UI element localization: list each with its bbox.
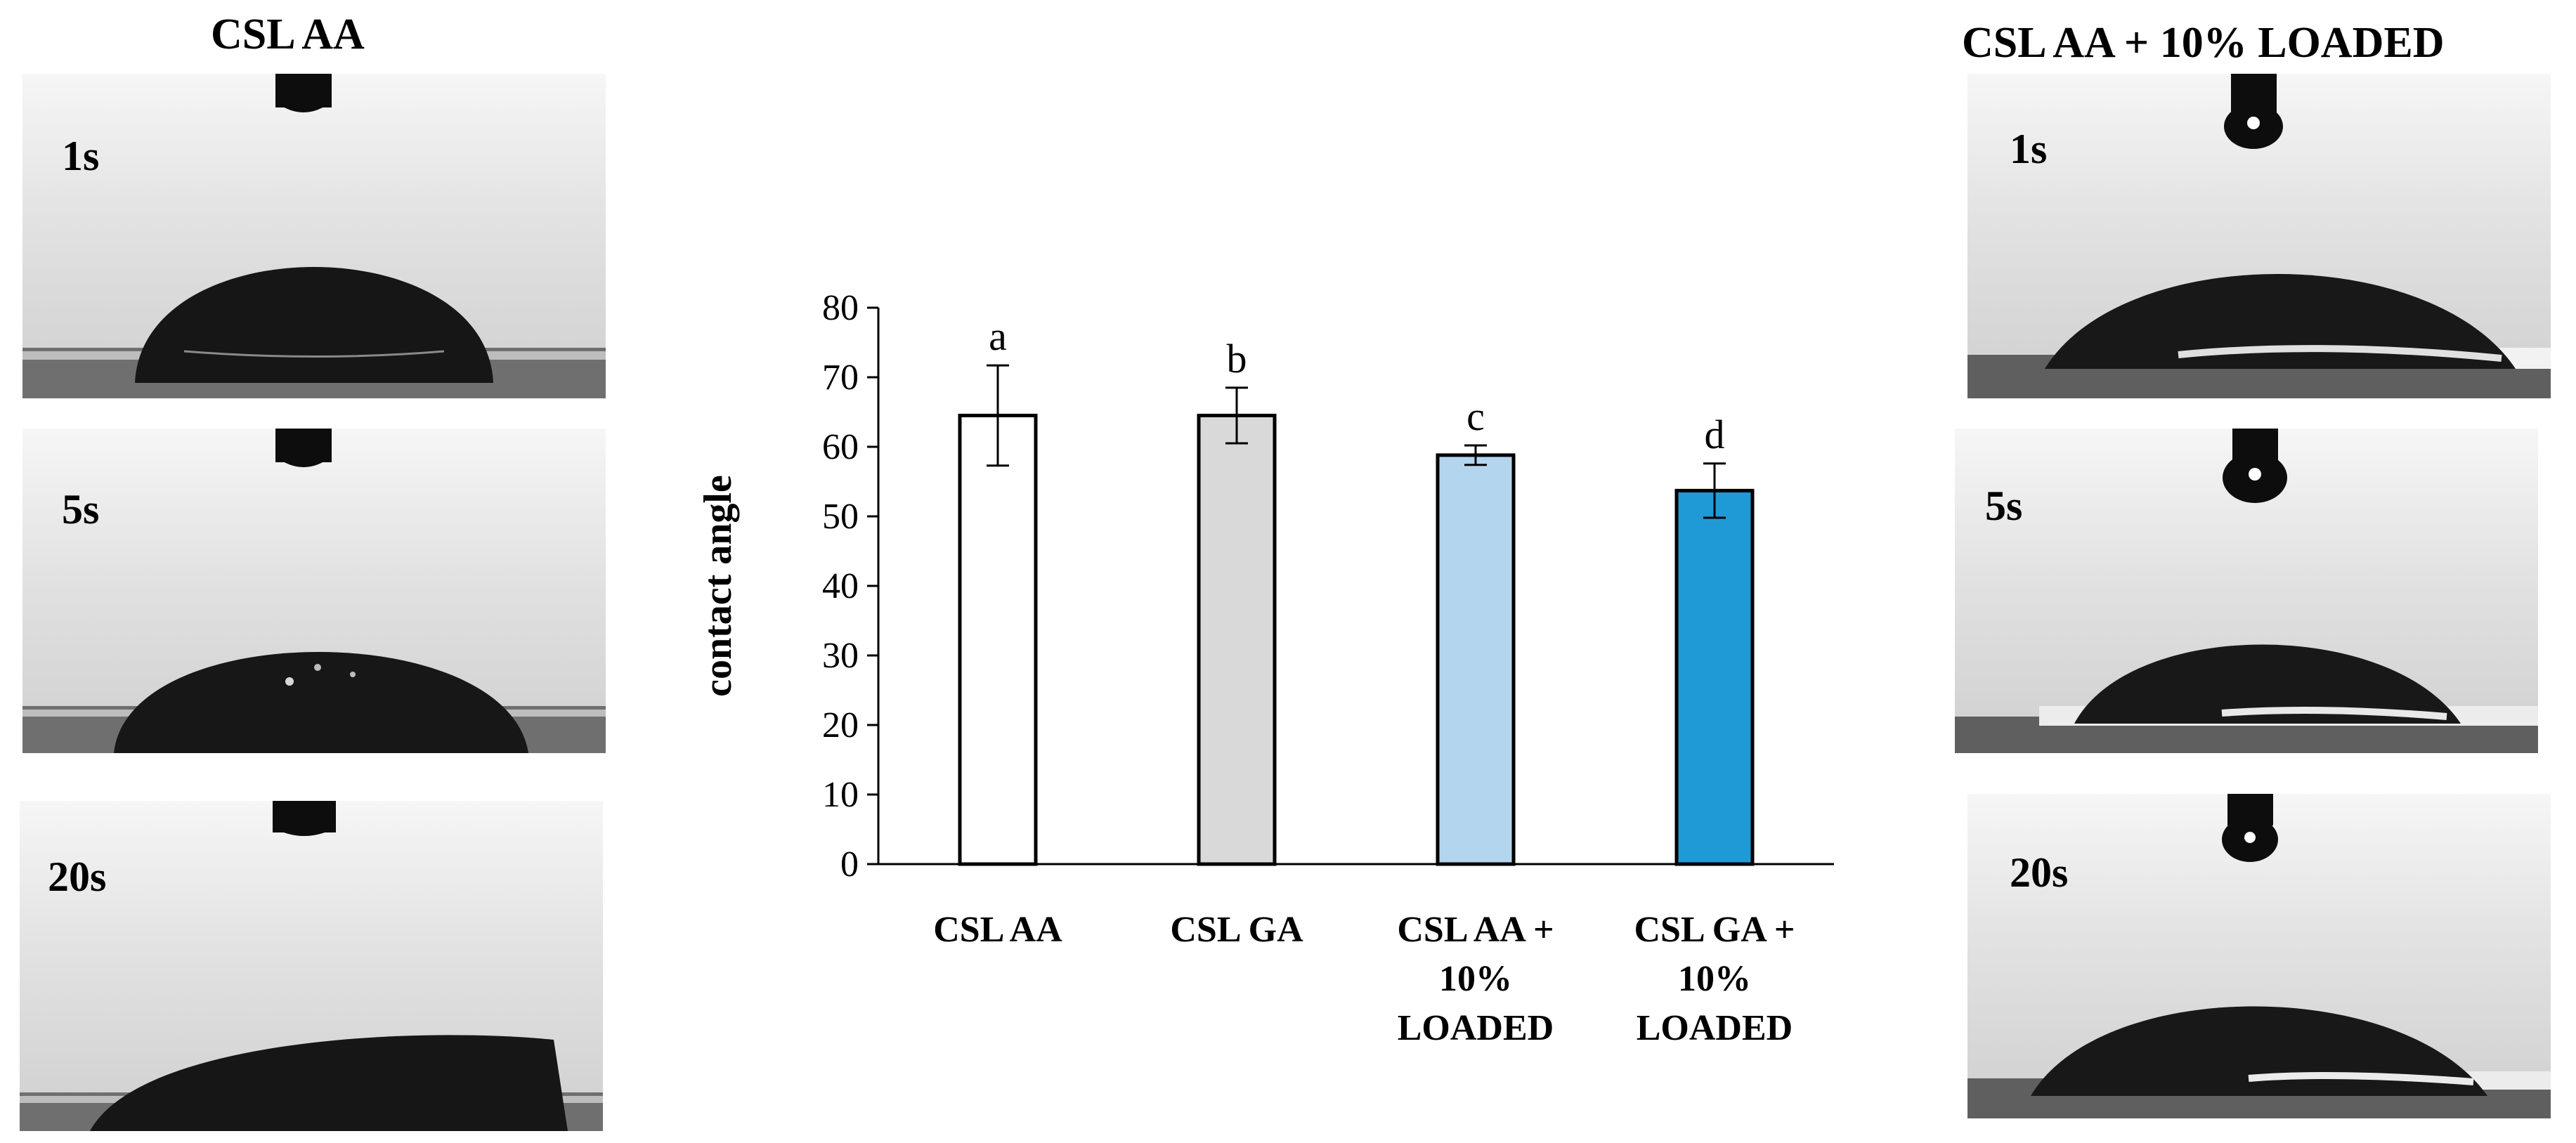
y-tick-label-50: 50 [822, 497, 859, 537]
right-droplet-photo-5s [1955, 429, 2538, 753]
significance-letter-3: c [1466, 393, 1485, 439]
significance-letter-4: d [1705, 412, 1725, 457]
contact-angle-bar-chart: 0 10 20 30 40 50 60 70 80 contact angle a CSL AA b CS… [696, 288, 1834, 1048]
y-tick-label-40: 40 [822, 566, 859, 606]
bar-1 [958, 413, 1038, 866]
right-droplet-photo-20s [1967, 794, 2551, 1118]
x-category-label-3-line-1: CSL AA + [1397, 910, 1554, 950]
x-category-label-4-line-3: LOADED [1637, 1008, 1793, 1048]
left-time-label-5s: 5s [62, 486, 100, 533]
y-tick-label-10: 10 [822, 775, 859, 815]
y-tick-label-20: 20 [822, 705, 859, 745]
left-time-label-20s: 20s [48, 854, 107, 900]
right-time-label-1s: 1s [2010, 126, 2048, 172]
significance-letter-2: b [1227, 336, 1247, 381]
left-droplet-photo-5s [22, 429, 606, 753]
right-droplet-photo-1s [1967, 74, 2551, 398]
right-time-label-5s: 5s [1985, 483, 2023, 529]
bar-2 [1197, 413, 1277, 866]
x-category-label-3-line-2: 10% [1439, 959, 1512, 999]
left-droplet-photo-1s [22, 74, 606, 398]
y-tick-label-30: 30 [822, 636, 859, 676]
bar-4 [1674, 488, 1755, 866]
significance-letter-1: a [989, 313, 1007, 359]
x-category-label-1-line-1: CSL AA [933, 910, 1062, 950]
x-category-label-4-line-1: CSL GA + [1634, 910, 1795, 950]
right-time-label-20s: 20s [2010, 849, 2069, 896]
x-category-label-2-line-1: CSL GA [1170, 910, 1303, 950]
x-category-label-3-line-3: LOADED [1398, 1008, 1554, 1048]
y-tick-label-70: 70 [822, 358, 859, 398]
right-panel-title: CSL AA + 10% LOADED [1962, 19, 2445, 67]
y-tick-label-80: 80 [822, 288, 859, 328]
bar-3 [1436, 453, 1516, 866]
left-time-label-1s: 1s [62, 133, 100, 179]
y-tick-label-0: 0 [840, 844, 859, 884]
x-category-label-4-line-2: 10% [1678, 959, 1751, 999]
left-panel-title: CSL AA [211, 11, 365, 58]
y-tick-label-60: 60 [822, 427, 859, 467]
left-droplet-photo-20s [20, 801, 603, 1131]
y-axis-label: contact angle [696, 475, 740, 697]
